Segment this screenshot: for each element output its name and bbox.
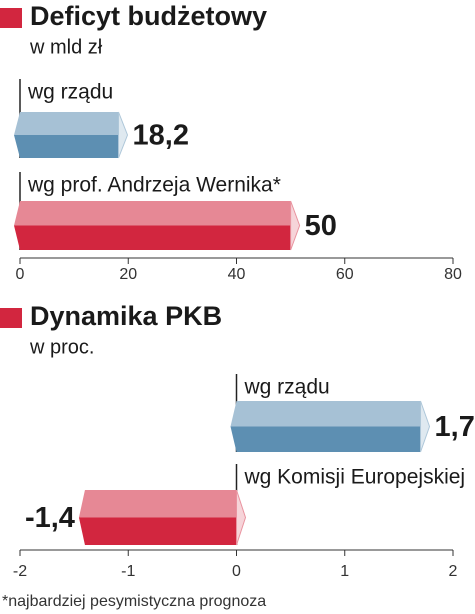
chart-title: Deficyt budżetowy <box>30 1 267 31</box>
bar <box>14 111 129 159</box>
bar-cap <box>290 200 301 251</box>
bar-cap <box>420 400 431 453</box>
value-label: 1,7 <box>435 411 475 443</box>
x-tick-label: -1 <box>121 563 135 580</box>
bar <box>14 200 301 251</box>
x-tick-label: 80 <box>444 266 462 283</box>
value-label: -1,4 <box>25 502 75 534</box>
footnote: *najbardziej pesymistyczna prognoza <box>2 593 266 610</box>
chart-subtitle: w mld zł <box>29 36 103 58</box>
value-label: 50 <box>305 210 337 242</box>
bar-cap <box>236 489 247 546</box>
x-tick-label: 1 <box>340 563 349 580</box>
bar <box>230 400 431 453</box>
chart-title: Dynamika PKB <box>30 301 222 331</box>
bar-top <box>230 401 421 427</box>
x-tick-label: 60 <box>336 266 354 283</box>
x-tick-label: 0 <box>232 563 241 580</box>
x-tick-label: 40 <box>228 266 246 283</box>
title-marker <box>0 8 22 28</box>
value-label: 18,2 <box>133 120 189 152</box>
bar-cap <box>118 111 129 159</box>
bar-bottom <box>78 517 237 545</box>
bar-bottom <box>14 225 291 250</box>
category-label: wg rządu <box>244 376 330 399</box>
bar <box>78 489 247 546</box>
x-tick-label: 20 <box>119 266 137 283</box>
bar-bottom <box>14 135 119 158</box>
bar-top <box>78 490 237 518</box>
category-label: wg Komisji Europejskiej <box>244 466 466 489</box>
bar-bottom <box>230 426 421 452</box>
x-tick-label: 2 <box>449 563 458 580</box>
bar-top <box>14 201 291 226</box>
x-tick-label: -2 <box>13 563 27 580</box>
x-tick-label: 0 <box>16 266 25 283</box>
bar-top <box>14 112 119 135</box>
chart-subtitle: w proc. <box>29 336 94 358</box>
title-marker <box>0 308 22 328</box>
category-label: wg rządu <box>27 81 113 104</box>
category-label: wg prof. Andrzeja Wernika* <box>27 174 281 197</box>
